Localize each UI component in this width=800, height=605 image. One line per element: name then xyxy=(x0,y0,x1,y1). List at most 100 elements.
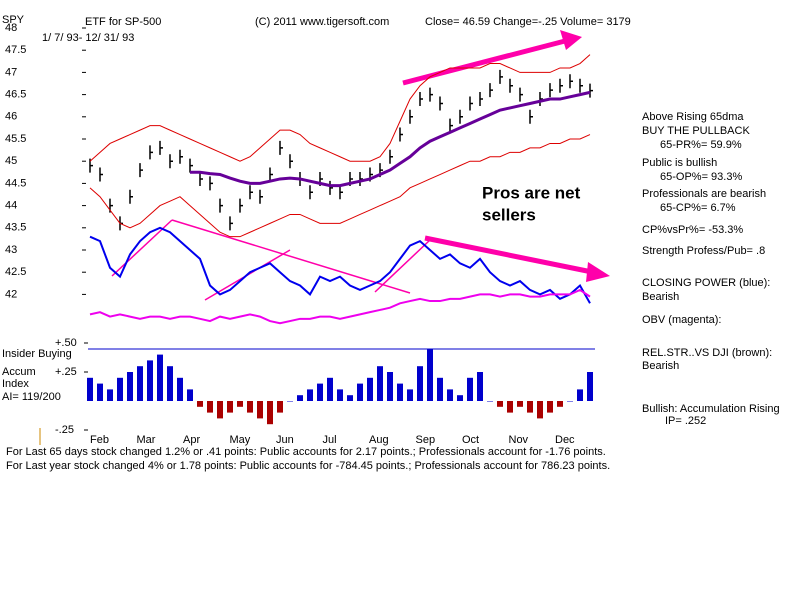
x-tick-label: Dec xyxy=(555,434,575,446)
side-note: Strength Profess/Pub= .8 xyxy=(642,245,765,257)
price-bar xyxy=(589,83,593,98)
accum-bar xyxy=(527,401,533,413)
accum-bar xyxy=(487,401,493,402)
price-bar xyxy=(99,167,103,182)
side-note: Bearish xyxy=(642,360,679,372)
price-bar xyxy=(409,109,413,124)
accum-bar xyxy=(387,372,393,401)
accum-bar xyxy=(237,401,243,407)
accum-bar xyxy=(197,401,203,407)
price-bar xyxy=(269,167,273,182)
trendlines xyxy=(111,30,610,301)
price-bar xyxy=(329,180,333,195)
y-tick-label: 44 xyxy=(5,200,17,212)
accum-bar xyxy=(397,383,403,401)
panel-label: AI= 119/200 xyxy=(2,391,61,403)
series-line xyxy=(190,90,591,188)
panel-label: Accum xyxy=(2,366,36,378)
x-tick-label: Oct xyxy=(462,434,479,446)
x-tick-label: Feb xyxy=(90,434,109,446)
price-bar xyxy=(429,87,433,102)
fund-name: ETF for SP-500 xyxy=(85,16,161,28)
y-tick-label: 43.5 xyxy=(5,222,26,234)
side-note: Bearish xyxy=(642,291,679,303)
footer-line: For Last 65 days stock changed 1.2% or .… xyxy=(6,446,606,458)
panel-label: Insider Buying xyxy=(2,348,72,360)
y-tick-label: 44.5 xyxy=(5,177,26,189)
accum-bar xyxy=(587,372,593,401)
accum-bar xyxy=(347,395,353,401)
accum-bar xyxy=(267,401,273,425)
price-bar xyxy=(569,74,573,89)
price-bar xyxy=(389,149,393,164)
accum-bar xyxy=(327,377,333,401)
copyright: (C) 2011 www.tigersoft.com xyxy=(255,16,389,28)
accum-bar xyxy=(577,389,583,401)
price-bar xyxy=(579,78,583,93)
side-note: IP= .252 xyxy=(665,415,706,427)
y-tick-label: 42.5 xyxy=(5,266,26,278)
accum-bar xyxy=(467,377,473,401)
accum-bar xyxy=(227,401,233,413)
y-tick-label: 48 xyxy=(5,22,17,34)
side-note: OBV (magenta): xyxy=(642,314,721,326)
price-bar xyxy=(229,216,233,231)
series-line xyxy=(89,226,591,304)
y-tick-label: 47 xyxy=(5,66,17,78)
series-line xyxy=(89,288,591,325)
price-bar xyxy=(239,198,243,213)
price-bar xyxy=(419,92,423,107)
price-bar xyxy=(539,92,543,107)
trendline xyxy=(374,239,431,293)
accum-bar xyxy=(317,383,323,401)
accum-bar xyxy=(357,383,363,401)
price-bar xyxy=(169,154,173,169)
series-line xyxy=(89,134,591,238)
price-bar xyxy=(199,171,203,186)
side-note: BUY THE PULLBACK xyxy=(642,125,750,137)
price-bar xyxy=(479,92,483,107)
accum-bar xyxy=(477,372,483,401)
price-bar xyxy=(189,158,193,173)
accum-bar xyxy=(507,401,513,413)
price-bar xyxy=(449,118,453,133)
price-bar xyxy=(399,127,403,142)
accum-bar xyxy=(217,401,223,419)
price-bar xyxy=(359,171,363,186)
accum-bar xyxy=(337,389,343,401)
x-tick-label: Nov xyxy=(509,434,529,446)
accum-bar xyxy=(187,389,193,401)
side-note: Public is bullish xyxy=(642,157,717,169)
accum-bar xyxy=(417,366,423,401)
arrowhead xyxy=(560,30,582,50)
accum-bar xyxy=(257,401,263,419)
price-bar xyxy=(549,83,553,98)
side-note: 65-PR%= 59.9% xyxy=(660,139,742,151)
price-bar xyxy=(519,87,523,102)
accum-bar xyxy=(107,389,113,401)
accum-bar xyxy=(167,366,173,401)
y-tick-label: +.25 xyxy=(55,366,77,378)
price-bar xyxy=(559,78,563,93)
annotation: Pros are net xyxy=(482,183,581,202)
price-bar xyxy=(219,198,223,213)
arrow xyxy=(402,38,566,86)
x-tick-label: Mar xyxy=(137,434,156,446)
price-bar xyxy=(129,189,133,204)
accum-bar xyxy=(137,366,143,401)
side-note: Bullish: Accumulation Rising xyxy=(642,403,780,415)
accum-bar xyxy=(207,401,213,413)
accum-bar xyxy=(367,377,373,401)
price-bar xyxy=(309,185,313,200)
accum-bar xyxy=(557,401,563,407)
price-bar xyxy=(139,163,143,178)
x-tick-label: May xyxy=(230,434,251,446)
y-tick-label: 45 xyxy=(5,155,17,167)
price-bar xyxy=(159,140,163,155)
price-bar xyxy=(489,83,493,98)
side-note: Above Rising 65dma xyxy=(642,111,744,123)
x-tick-label: Jul xyxy=(323,434,337,446)
accum-bar xyxy=(567,401,573,402)
